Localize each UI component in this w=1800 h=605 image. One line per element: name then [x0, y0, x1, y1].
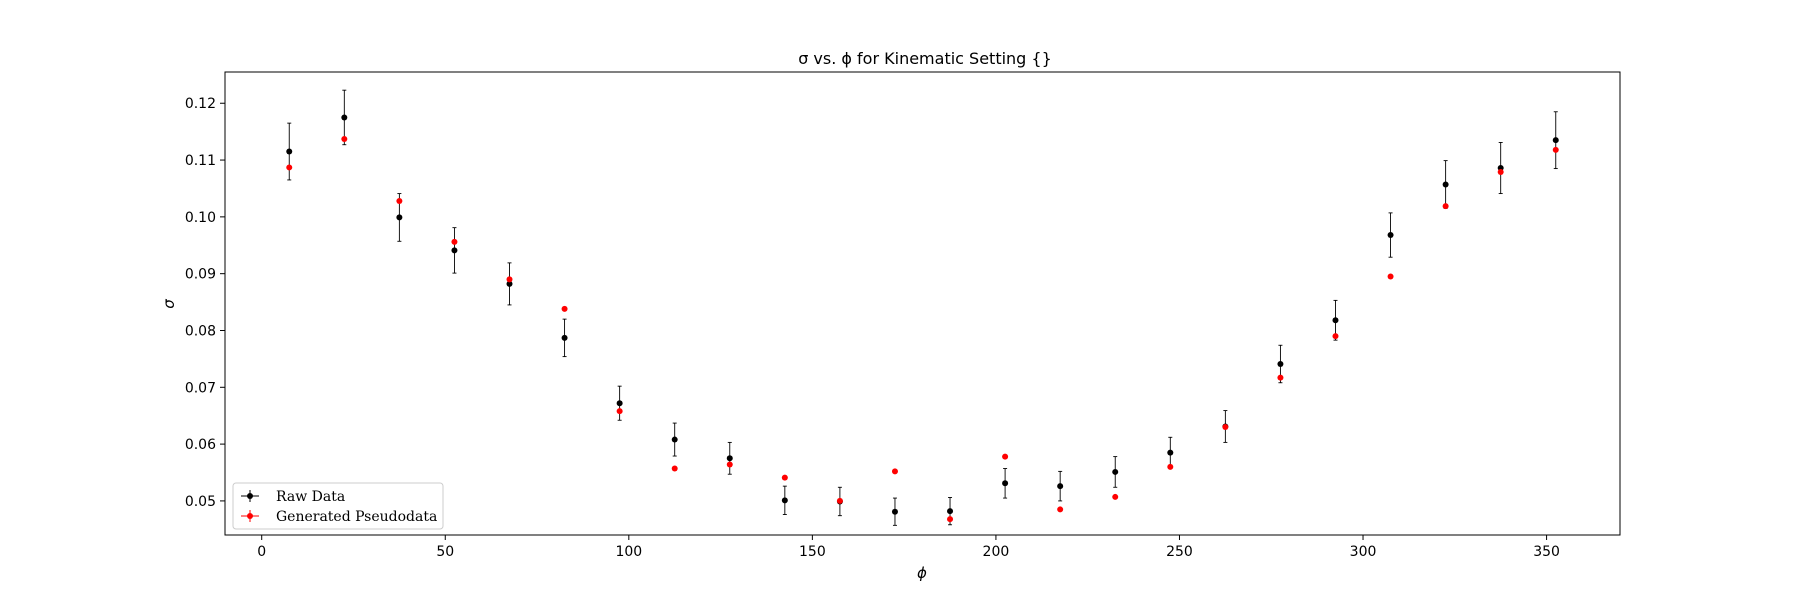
x-tick-label: 250 [1166, 544, 1193, 560]
x-tick-label: 100 [615, 544, 642, 560]
x-tick-label: 150 [799, 544, 826, 560]
y-tick-label: 0.11 [185, 153, 216, 169]
data-point [1057, 506, 1064, 513]
data-point [1332, 317, 1339, 324]
data-point [1497, 168, 1504, 175]
data-point [891, 508, 898, 515]
y-tick-label: 0.10 [185, 210, 216, 226]
data-point [286, 148, 293, 155]
data-point [1552, 146, 1559, 153]
data-point [506, 276, 513, 283]
y-tick-label: 0.08 [185, 323, 216, 339]
data-point [726, 461, 733, 468]
x-axis: 0 50 100 150 200 250 300 350 [257, 535, 1560, 560]
data-point [671, 436, 678, 443]
data-point [1332, 333, 1339, 340]
data-point [616, 408, 623, 415]
data-point [341, 136, 348, 143]
data-point [1442, 181, 1449, 188]
data-point [1002, 480, 1009, 487]
legend-entry: Raw Data [241, 489, 345, 505]
data-point [1277, 361, 1284, 368]
data-point [341, 114, 348, 121]
data-point [561, 305, 568, 312]
legend-label: Generated Pseudodata [276, 509, 437, 525]
chart-title: σ vs. ϕ for Kinematic Setting {} [798, 49, 1052, 68]
data-point [947, 508, 954, 515]
data-point [1387, 273, 1394, 280]
data-point [947, 516, 954, 523]
legend-marker-dot [247, 493, 253, 499]
data-point [1277, 374, 1284, 381]
data-point [1057, 483, 1064, 490]
data-point [781, 497, 788, 504]
legend-entry: Generated Pseudodata [241, 509, 437, 525]
x-tick-label: 200 [983, 544, 1010, 560]
y-tick-label: 0.07 [185, 380, 216, 396]
y-tick-label: 0.06 [185, 437, 216, 453]
data-point [1002, 453, 1009, 460]
data-point [561, 334, 568, 341]
data-point [781, 474, 788, 481]
data-point [1112, 468, 1119, 475]
legend-marker-dot [247, 513, 253, 519]
legend-box [232, 482, 444, 530]
data-point [506, 280, 513, 287]
data-point [1112, 493, 1119, 500]
data-point [891, 468, 898, 475]
plot-area-frame [224, 71, 1621, 536]
y-axis: 0.05 0.06 0.07 0.08 0.09 0.10 0.11 0.12 [185, 96, 225, 510]
y-tick-label: 0.09 [185, 267, 216, 283]
data-point [726, 455, 733, 462]
x-tick-label: 0 [257, 544, 266, 560]
data-point [1222, 424, 1229, 431]
data-point [451, 238, 458, 245]
y-tick-label: 0.05 [185, 494, 216, 510]
data-point [451, 247, 458, 254]
series-generated-pseudodata [286, 136, 1559, 523]
x-axis-label: ϕ [917, 564, 927, 582]
data-point [396, 214, 403, 221]
series-raw-data [286, 89, 1559, 526]
data-point [1167, 463, 1174, 470]
y-axis-label: σ [160, 299, 178, 309]
x-tick-label: 300 [1350, 544, 1377, 560]
legend: Raw Data Generated Pseudodata [232, 482, 444, 530]
x-tick-label: 50 [436, 544, 454, 560]
data-point [1167, 449, 1174, 456]
data-point [396, 197, 403, 204]
data-point [1387, 232, 1394, 239]
x-tick-label: 350 [1533, 544, 1560, 560]
data-point [1442, 203, 1449, 210]
data-point [671, 465, 678, 472]
series-layer [286, 89, 1559, 526]
data-point [286, 164, 293, 171]
data-point [616, 400, 623, 407]
y-tick-label: 0.12 [185, 96, 216, 112]
data-point [1552, 137, 1559, 144]
legend-label: Raw Data [276, 489, 345, 505]
data-point [836, 497, 843, 504]
